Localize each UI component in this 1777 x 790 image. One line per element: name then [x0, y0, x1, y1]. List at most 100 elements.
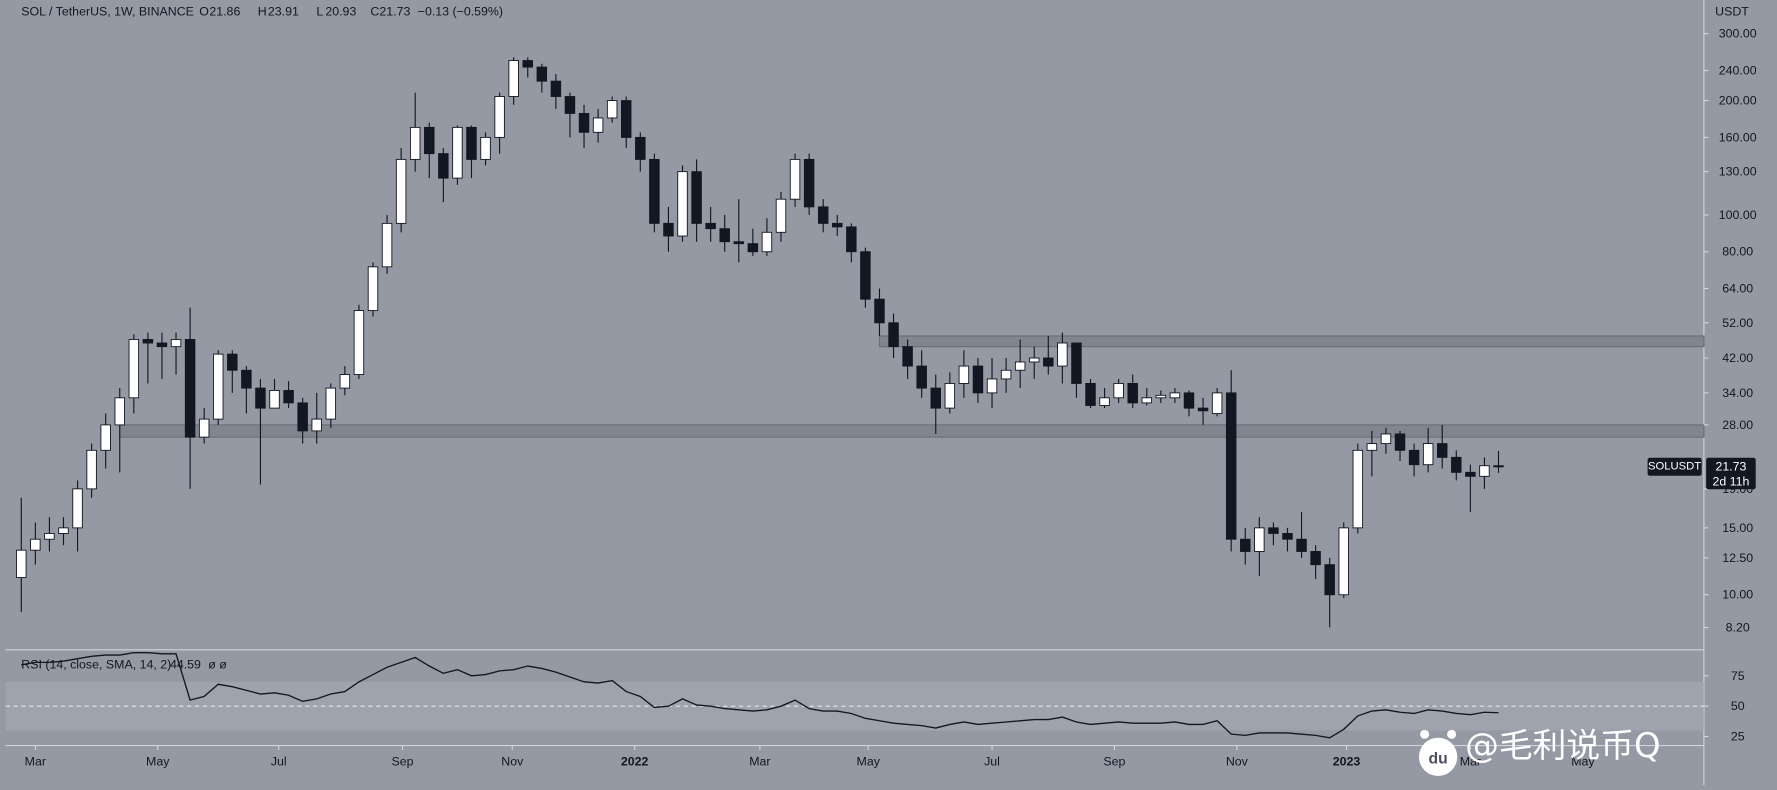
indicator-name: RSI (14, close, SMA, 14, 2) [21, 657, 171, 671]
x-tick-label: Mar [25, 754, 46, 768]
candle-body [30, 538, 41, 551]
y-tick-label: 200.00 [1719, 94, 1757, 108]
candle-body [114, 397, 125, 426]
candle-body [761, 231, 773, 253]
candle-body [550, 80, 562, 97]
candle-body [860, 251, 871, 300]
rsi-y-tick-label: 25 [1731, 730, 1745, 744]
rsi-y-tick-label: 50 [1731, 699, 1745, 713]
candle-body [649, 158, 660, 224]
candle-body [1000, 369, 1012, 380]
candle-body [325, 387, 337, 420]
x-tick-label: Mar [1460, 754, 1481, 768]
y-tick-label: 10.00 [1722, 588, 1753, 602]
candle-body [747, 243, 759, 253]
watermark-paw [1420, 729, 1430, 739]
candle-body [986, 378, 998, 394]
candle-body [663, 222, 674, 237]
x-tick-label: Nov [1226, 754, 1249, 768]
header-o: O [199, 4, 209, 18]
candle-body [1057, 342, 1068, 367]
candle-body [817, 206, 829, 224]
price-label: 21.73 [1715, 460, 1746, 474]
candle-body [1380, 433, 1392, 445]
candle-body [1155, 394, 1167, 399]
candle-body [846, 226, 857, 253]
candle-body [170, 339, 182, 348]
candle-body [874, 298, 885, 324]
watermark-text: @毛利说币Q [1465, 726, 1660, 765]
candle-body [635, 136, 646, 160]
candle-body [156, 342, 168, 348]
candle-body [311, 418, 322, 432]
watermark-paw [1447, 729, 1457, 739]
candle-body [1211, 392, 1223, 414]
candle-body [1254, 527, 1265, 552]
rsi-line [21, 651, 1499, 739]
candle-body [677, 171, 688, 237]
candle-body [522, 60, 533, 68]
chart-title: SOL / TetherUS, 1W, BINANCE [21, 4, 194, 18]
rsi-y-tick-label: 75 [1731, 669, 1745, 683]
candle-body [1014, 361, 1026, 371]
indicator-extra: ø ø [208, 657, 227, 671]
candle-body [409, 126, 421, 160]
candle-body [958, 365, 970, 384]
candle-body [1324, 564, 1335, 596]
candle-body [128, 339, 140, 399]
candle-body [691, 171, 702, 224]
candle-body [480, 136, 491, 160]
candle-body [972, 365, 984, 394]
candle-body [789, 158, 801, 200]
price-label-bg [1706, 457, 1756, 490]
candle-body [1352, 449, 1364, 529]
x-tick-label: May [857, 754, 881, 768]
candle-body [339, 374, 351, 389]
candle-body [86, 449, 97, 490]
candle-body [1465, 471, 1476, 477]
background [5, 0, 1772, 785]
y-tick-label: 100.00 [1719, 208, 1757, 222]
candle-body [452, 126, 463, 179]
candle-body [1296, 538, 1307, 552]
candle-body [1338, 527, 1349, 596]
candle-body [353, 310, 365, 375]
candle-body [606, 100, 618, 119]
candle-body [930, 387, 941, 409]
candle-body [888, 322, 899, 348]
candle-body [184, 339, 196, 438]
y-tick-label: 300.00 [1719, 27, 1757, 41]
y-tick-label: 160.00 [1719, 130, 1757, 144]
candle-body [508, 60, 519, 97]
y-tick-label: 34.00 [1722, 386, 1753, 400]
y-tick-label: 64.00 [1722, 282, 1753, 296]
candle-body [1197, 407, 1209, 412]
symbol-label: SOLUSDT [1648, 461, 1701, 473]
header-high: 23.91 [268, 4, 299, 18]
candle-body [255, 387, 266, 409]
y-tick-label: 80.00 [1722, 245, 1753, 259]
candle-body [297, 402, 308, 432]
watermark-logo-bg [1418, 737, 1458, 776]
candle-body [1113, 382, 1124, 399]
candle-body [241, 369, 252, 389]
candle-body [1085, 382, 1096, 406]
candle-body [100, 424, 111, 451]
candle-body [592, 117, 604, 133]
candle-body [1127, 382, 1138, 404]
y-tick-label: 52.00 [1722, 316, 1753, 330]
candle-body [438, 153, 449, 179]
header-c: C [370, 4, 379, 18]
candle-body [1479, 465, 1490, 477]
candle-body [142, 339, 154, 344]
candle-body [1268, 527, 1279, 534]
header-l: L [316, 4, 323, 18]
candle-body [705, 222, 716, 230]
candle-body [58, 527, 69, 534]
candle-body [944, 382, 956, 409]
candle-body [564, 96, 576, 114]
candle-body [621, 100, 632, 138]
y-tick-label: 240.00 [1719, 64, 1757, 78]
candle-body [536, 66, 548, 82]
